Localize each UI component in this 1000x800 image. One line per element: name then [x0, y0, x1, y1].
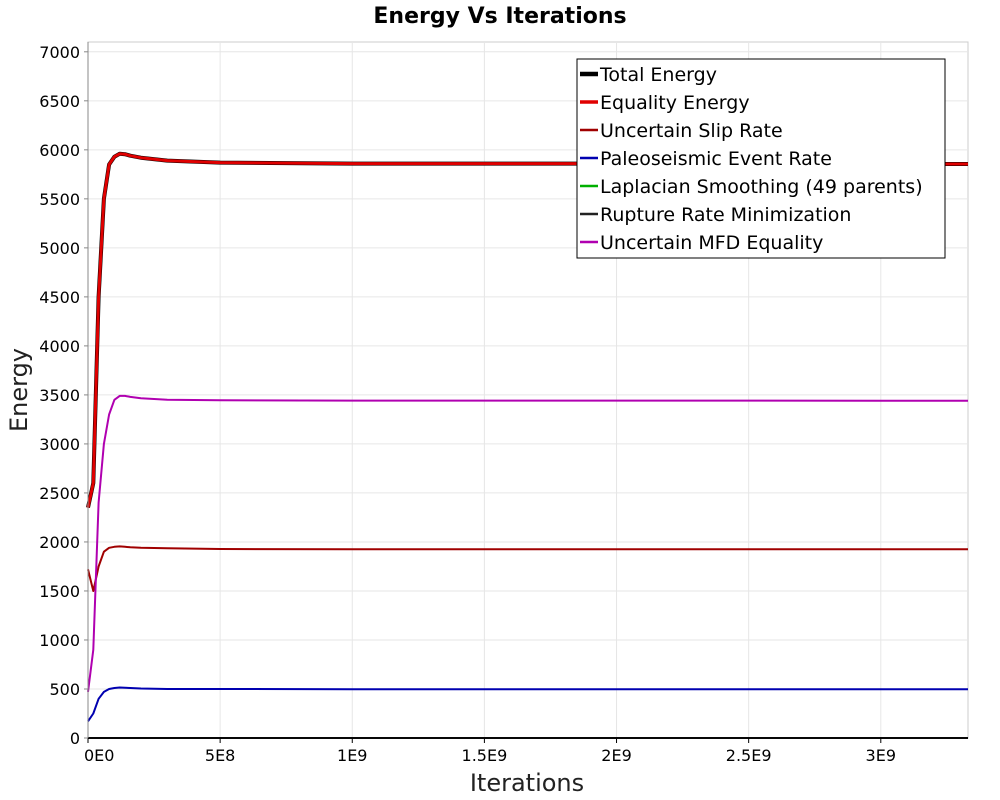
y-tick-label: 4000: [39, 337, 80, 356]
y-tick-label: 5500: [39, 190, 80, 209]
legend-entry: Uncertain MFD Equality: [600, 232, 823, 254]
axes: [87, 42, 968, 739]
x-tick-label: 3E9: [866, 746, 896, 765]
x-tick-label: 1E9: [337, 746, 367, 765]
series-line-paleoseismic-event-rate: [87, 686, 968, 722]
legend-entry: Paleoseismic Event Rate: [600, 148, 832, 170]
y-tick-label: 2500: [39, 484, 80, 503]
y-tick-label: 6000: [39, 141, 80, 160]
legend: Total Energy Equality Energy Uncertain Sli…: [576, 58, 946, 259]
x-axis-label: Iterations: [470, 769, 584, 797]
x-tick-label: 5E8: [205, 746, 235, 765]
y-tick-labels: 0 500 1000 1500 2000 2500 3000 3500 4000 4500 5000…: [39, 43, 88, 748]
y-tick-label: 3500: [39, 386, 80, 405]
y-tick-label: 3000: [39, 435, 80, 454]
chart-title: Energy Vs Iterations: [373, 4, 626, 29]
y-axis-label: Energy: [5, 348, 33, 432]
legend-entry: Rupture Rate Minimization: [600, 204, 851, 226]
x-tick-labels: 0E0 5E8 1E9 1.5E9 2E9 2.5E9 3E9: [84, 738, 896, 765]
y-tick-label: 2000: [39, 533, 80, 552]
legend-box: [576, 58, 946, 259]
y-tick-label: 1500: [39, 582, 80, 601]
x-tick-label: 2.5E9: [726, 746, 772, 765]
legend-entry: Uncertain Slip Rate: [600, 120, 783, 142]
legend-entry: Equality Energy: [600, 92, 750, 114]
legend-entry: Total Energy: [599, 64, 717, 86]
series-line-uncertain-mfd-equality: [87, 394, 968, 693]
x-tick-label: 1.5E9: [462, 746, 508, 765]
y-tick-label: 5000: [39, 239, 80, 258]
x-tick-label: 0E0: [84, 746, 114, 765]
y-tick-label: 6500: [39, 92, 80, 111]
y-tick-label: 1000: [39, 631, 80, 650]
legend-entry: Laplacian Smoothing (49 parents): [600, 176, 923, 198]
series-line-uncertain-slip-rate: [87, 545, 968, 592]
y-tick-label: 500: [49, 680, 80, 699]
y-tick-label: 7000: [39, 43, 80, 62]
y-tick-label: 4500: [39, 288, 80, 307]
y-tick-label: 0: [70, 729, 80, 748]
x-tick-label: 2E9: [601, 746, 631, 765]
